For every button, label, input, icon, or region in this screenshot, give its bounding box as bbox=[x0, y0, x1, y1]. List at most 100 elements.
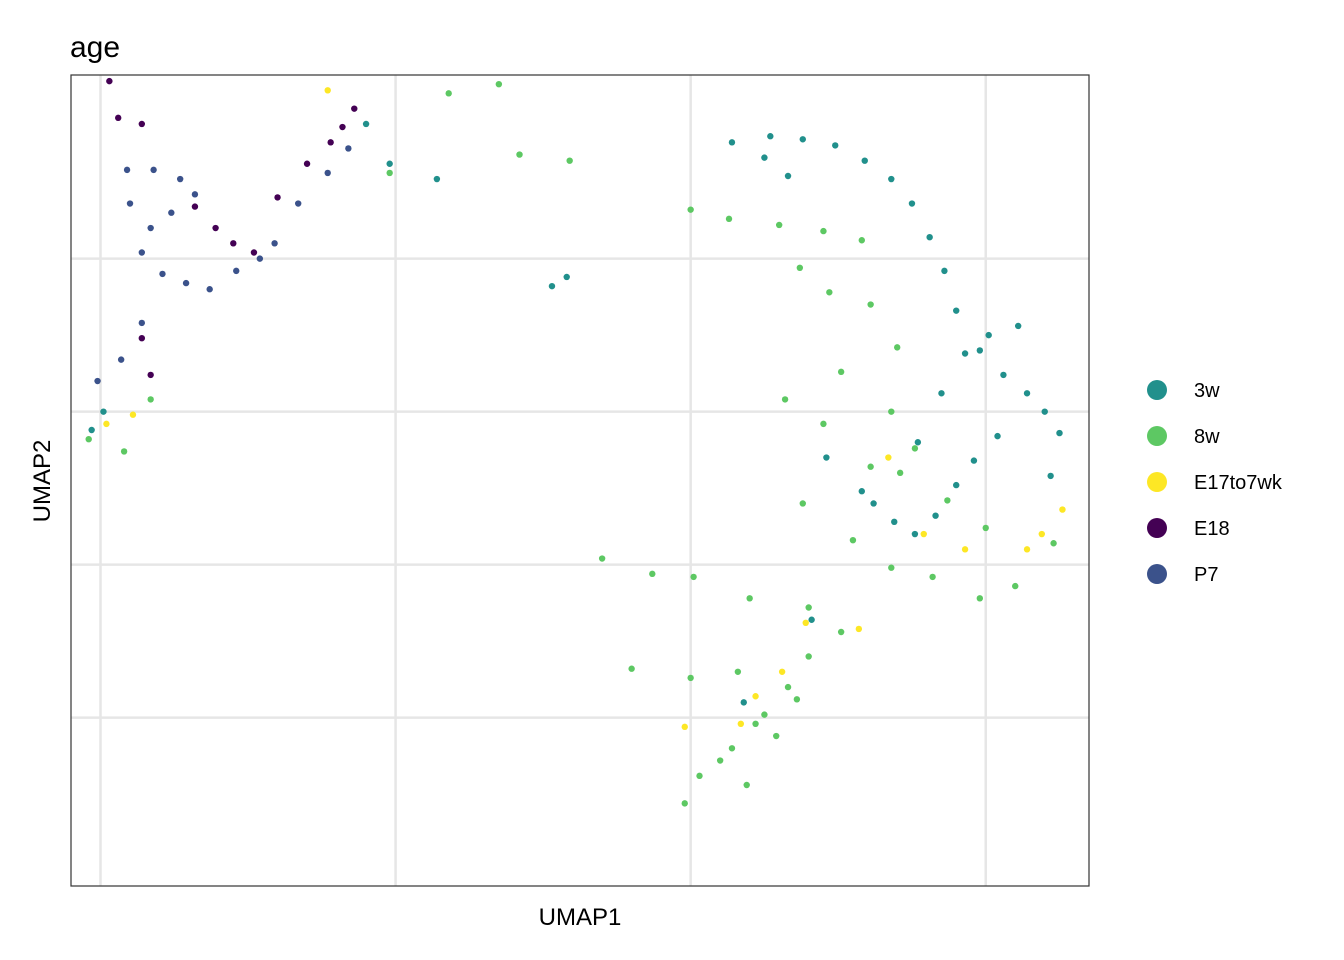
data-point bbox=[894, 344, 901, 351]
data-point bbox=[138, 319, 146, 327]
data-point bbox=[761, 154, 768, 161]
data-point bbox=[159, 270, 166, 278]
series-e17to7wk bbox=[103, 87, 1066, 731]
data-point bbox=[85, 435, 92, 443]
data-point bbox=[566, 157, 573, 164]
series-p7 bbox=[94, 145, 352, 385]
data-point bbox=[351, 105, 358, 112]
data-point bbox=[858, 237, 865, 244]
data-point bbox=[858, 488, 865, 495]
data-point bbox=[799, 500, 806, 507]
data-point bbox=[938, 390, 945, 397]
data-point bbox=[147, 396, 154, 403]
data-point bbox=[147, 371, 154, 379]
data-point bbox=[295, 200, 302, 207]
data-point bbox=[88, 426, 95, 434]
data-point bbox=[775, 221, 783, 229]
data-point bbox=[147, 224, 154, 232]
legend-key bbox=[1147, 380, 1167, 400]
data-point bbox=[820, 227, 827, 235]
data-point bbox=[176, 175, 184, 183]
data-point bbox=[274, 194, 281, 201]
data-point bbox=[1041, 408, 1048, 415]
data-point bbox=[837, 368, 845, 376]
data-point bbox=[324, 87, 331, 94]
data-point bbox=[362, 120, 370, 128]
data-point bbox=[778, 668, 786, 675]
data-point bbox=[123, 166, 131, 174]
data-point bbox=[808, 616, 815, 623]
data-point bbox=[752, 720, 759, 727]
data-point bbox=[941, 267, 948, 275]
data-point bbox=[94, 377, 101, 385]
data-point bbox=[976, 595, 984, 602]
data-point bbox=[1056, 429, 1063, 437]
data-point bbox=[870, 500, 877, 507]
data-point bbox=[1000, 371, 1007, 379]
data-point bbox=[687, 206, 694, 213]
data-point bbox=[767, 133, 774, 140]
series-8w bbox=[85, 80, 1057, 807]
data-point bbox=[548, 282, 556, 290]
data-point bbox=[1059, 506, 1066, 513]
data-point bbox=[799, 136, 806, 143]
data-point bbox=[138, 120, 146, 128]
data-point bbox=[327, 139, 334, 146]
data-point bbox=[805, 653, 812, 660]
data-point bbox=[953, 481, 960, 489]
grid-lines bbox=[71, 75, 1089, 886]
data-point bbox=[832, 142, 839, 149]
legend-key bbox=[1147, 472, 1167, 492]
data-point bbox=[914, 439, 922, 446]
data-point bbox=[849, 536, 857, 544]
data-point bbox=[734, 668, 742, 675]
legend-label: 3w bbox=[1194, 380, 1220, 402]
data-point bbox=[752, 693, 759, 700]
legend-label: 8w bbox=[1194, 426, 1220, 448]
data-point bbox=[206, 286, 213, 293]
data-point bbox=[117, 356, 125, 363]
data-point bbox=[690, 573, 697, 581]
data-point bbox=[628, 665, 635, 672]
data-point bbox=[891, 518, 898, 526]
data-point bbox=[233, 267, 240, 275]
data-point bbox=[115, 114, 122, 122]
data-point bbox=[324, 169, 331, 177]
data-point bbox=[681, 723, 688, 731]
series-3w bbox=[88, 120, 1063, 706]
legend-label: E18 bbox=[1194, 518, 1230, 540]
data-point bbox=[823, 454, 830, 461]
data-point bbox=[250, 249, 258, 256]
data-point bbox=[681, 800, 688, 807]
data-point bbox=[345, 145, 352, 152]
data-point bbox=[212, 224, 219, 232]
data-point bbox=[888, 564, 895, 571]
data-point bbox=[885, 454, 892, 461]
data-point bbox=[953, 307, 960, 314]
data-point bbox=[929, 573, 936, 581]
data-point bbox=[908, 200, 916, 207]
data-point bbox=[716, 757, 724, 764]
data-point bbox=[976, 347, 984, 354]
data-points bbox=[85, 77, 1066, 807]
data-point bbox=[1050, 540, 1057, 547]
data-point bbox=[944, 497, 951, 504]
chart-title: age bbox=[70, 31, 120, 64]
data-point bbox=[920, 530, 927, 538]
data-point bbox=[985, 331, 992, 339]
data-point bbox=[805, 604, 812, 611]
data-point bbox=[598, 555, 606, 562]
data-point bbox=[106, 77, 113, 85]
data-point bbox=[781, 396, 789, 403]
data-point bbox=[687, 674, 694, 682]
data-point bbox=[820, 420, 827, 428]
data-point bbox=[386, 160, 393, 167]
data-point bbox=[725, 215, 733, 223]
data-point bbox=[1038, 530, 1045, 538]
data-point bbox=[516, 151, 523, 158]
y-axis-label: UMAP2 bbox=[29, 440, 56, 523]
data-point bbox=[100, 408, 107, 415]
data-point bbox=[761, 711, 768, 718]
data-point bbox=[138, 249, 146, 256]
